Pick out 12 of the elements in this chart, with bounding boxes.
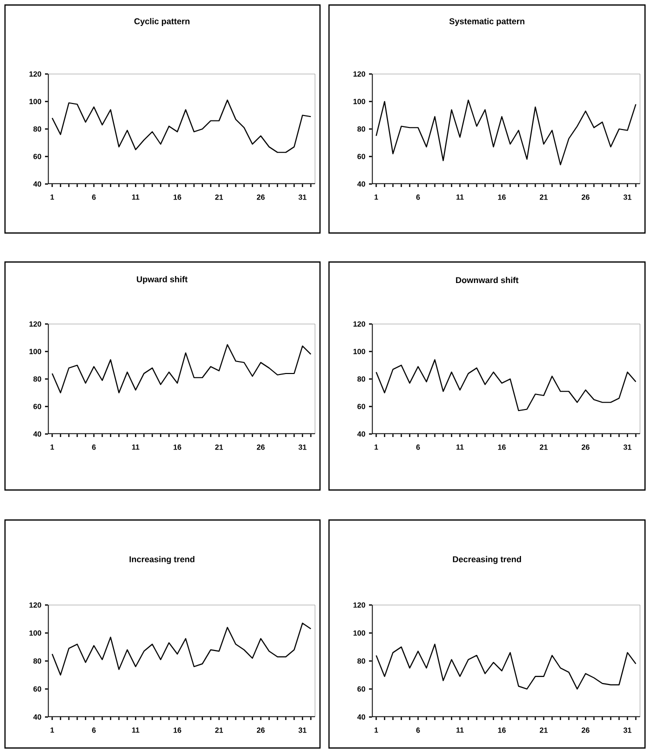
chart-title: Downward shift: [456, 276, 518, 284]
line-series: [376, 359, 636, 412]
chart-title: Increasing trend: [130, 556, 194, 564]
chart-title: Upward shift: [136, 276, 188, 284]
line-series: [376, 100, 636, 166]
chart-title: Systematic pattern: [449, 18, 524, 26]
chart-title: Cyclic pattern: [134, 18, 190, 26]
line-series: [52, 622, 312, 676]
line-series: [52, 100, 312, 153]
line-series: [52, 344, 312, 394]
chart-title: Decreasing trend: [452, 556, 522, 564]
line-series: [376, 644, 636, 690]
